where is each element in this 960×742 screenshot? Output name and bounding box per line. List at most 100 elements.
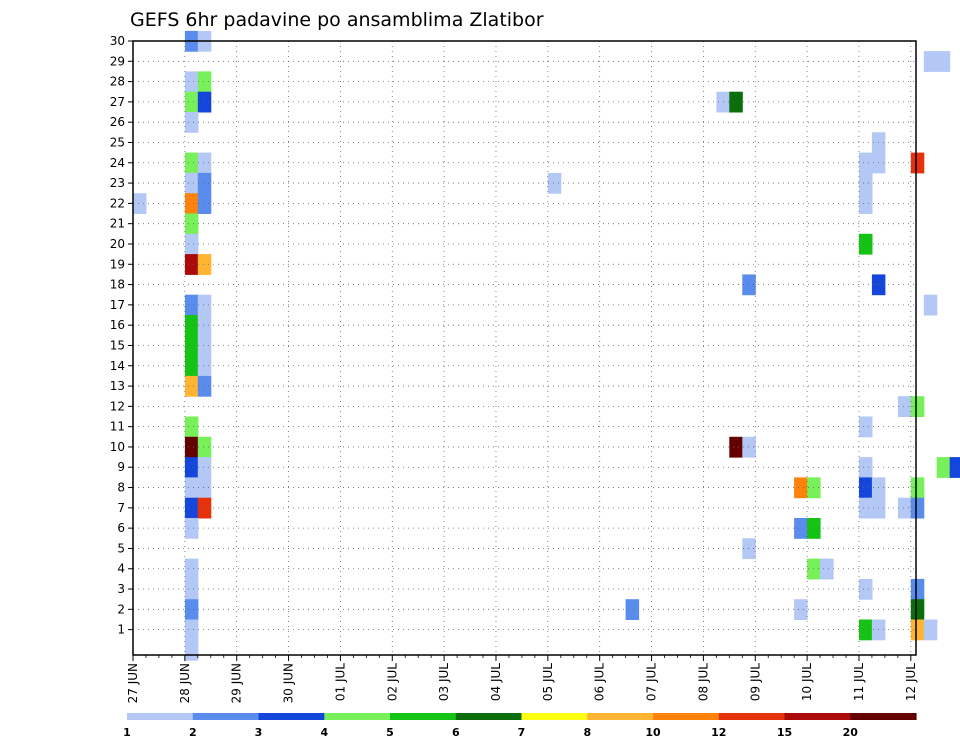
heatmap-cell	[729, 91, 743, 113]
x-tick-label: 01 JUL	[333, 663, 347, 701]
y-tick-label: 25	[110, 135, 125, 149]
x-axis: 27 JUN 28 JUN 29 JUN 30 JUN 01 JUL 02 JUL 03 J…	[126, 655, 918, 703]
y-tick-label: 24	[110, 156, 125, 170]
heatmap-cell	[859, 416, 873, 438]
heatmap-cell	[923, 294, 938, 316]
heatmap-cell	[184, 152, 199, 174]
heatmap-cell	[859, 578, 873, 600]
y-tick-label: 27	[110, 95, 125, 109]
y-tick-label: 2	[117, 602, 125, 616]
heatmap-cell	[197, 497, 212, 519]
heatmap-cell	[923, 51, 938, 72]
y-tick-label: 9	[117, 460, 125, 474]
heatmap-cell	[184, 335, 199, 357]
colorbar-swatch	[258, 713, 325, 720]
colorbar-swatch	[390, 713, 457, 720]
x-tick-label: 02 JUL	[385, 663, 399, 701]
y-tick-label: 29	[110, 54, 125, 68]
x-tick-label: 09 JUL	[748, 663, 762, 701]
heatmap-cell	[859, 619, 873, 641]
colorbar-swatch	[718, 713, 786, 720]
y-tick-label: 30	[110, 34, 125, 48]
y-tick-label: 7	[117, 501, 125, 515]
y-tick-label: 3	[117, 582, 125, 596]
heatmap-cell	[794, 599, 808, 620]
heatmap-cell	[910, 152, 925, 174]
x-tick-label: 10 JUL	[800, 663, 814, 701]
x-tick-label: 28 JUN	[178, 663, 192, 703]
y-tick-label: 22	[110, 196, 125, 210]
colorbar-label: 6	[452, 726, 460, 739]
heatmap-cell	[184, 294, 199, 316]
heatmap-cell	[794, 477, 808, 499]
y-tick-label: 26	[110, 115, 125, 129]
y-tick-label: 14	[110, 359, 125, 373]
heatmap-cell	[897, 396, 912, 417]
colorbar-label: 15	[777, 726, 792, 739]
y-tick-label: 10	[110, 440, 125, 454]
heatmap-cell	[820, 558, 834, 580]
heatmap-cell	[910, 396, 925, 417]
heatmap-cell	[742, 436, 756, 458]
x-tick-label: 04 JUL	[489, 663, 503, 701]
plot-frame	[132, 40, 917, 656]
heatmap-cell	[133, 193, 147, 214]
heatmap-cell	[184, 315, 199, 336]
y-tick-label: 16	[110, 318, 125, 332]
heatmap-cell	[742, 538, 756, 560]
heatmap-cell	[859, 172, 873, 194]
heatmap-cell	[184, 599, 199, 620]
y-tick-label: 5	[117, 541, 125, 555]
heatmap-cell	[184, 71, 199, 93]
colorbar-label: 12	[711, 726, 726, 739]
heatmap-cell	[184, 355, 199, 377]
heatmap-cell	[197, 152, 212, 174]
heatmap-cell	[184, 233, 199, 255]
heatmap-cell	[184, 91, 199, 113]
heatmap-cell	[729, 436, 743, 458]
heatmap-cell	[184, 112, 199, 133]
heatmap-cell	[910, 578, 925, 600]
x-tick-label: 03 JUL	[437, 663, 451, 701]
gridlines	[133, 40, 916, 655]
x-tick-label: 29 JUN	[230, 663, 244, 703]
heatmap-cell	[184, 639, 199, 661]
heatmap-cell	[184, 558, 199, 580]
colorbar-label: 8	[583, 726, 591, 739]
heatmap-cell	[742, 274, 756, 296]
heatmap-cell	[197, 477, 212, 499]
y-tick-label: 4	[117, 562, 125, 576]
colorbar-swatch	[324, 713, 391, 720]
y-tick-label: 17	[110, 298, 125, 312]
colorbar-swatch	[850, 713, 917, 720]
heatmap-cell	[197, 71, 212, 93]
heatmap-cell	[910, 497, 925, 519]
colorbar-swatch	[455, 713, 523, 720]
y-tick-label: 13	[110, 379, 125, 393]
y-tick-label: 18	[110, 278, 125, 292]
x-tick-label: 06 JUL	[593, 663, 607, 701]
heatmap-cell	[910, 619, 925, 641]
colorbar-swatch	[653, 713, 720, 720]
x-tick-label: 12 JUL	[904, 663, 918, 701]
x-tick-label: 08 JUL	[696, 663, 710, 701]
heatmap-cell	[625, 599, 640, 620]
y-tick-label: 28	[110, 75, 125, 89]
colorbar-swatch	[784, 713, 851, 720]
colorbar-label: 10	[645, 726, 661, 739]
heatmap-cell	[184, 457, 199, 478]
chart-title: GEFS 6hr padavine po ansamblima Zlatibor	[130, 9, 544, 31]
x-tick-label: 05 JUL	[541, 663, 555, 701]
y-tick-label: 23	[110, 176, 125, 190]
heatmap-cell	[197, 457, 212, 478]
heatmap-cells	[133, 30, 960, 661]
heatmap-cell	[197, 335, 212, 357]
colorbar-label: 3	[255, 726, 263, 739]
heatmap-cell	[794, 518, 808, 539]
y-tick-label: 21	[110, 217, 125, 231]
colorbar-label: 4	[320, 726, 328, 739]
heatmap-cell	[184, 518, 199, 539]
colorbar-swatch	[192, 713, 260, 720]
heatmap-cell	[184, 172, 199, 194]
